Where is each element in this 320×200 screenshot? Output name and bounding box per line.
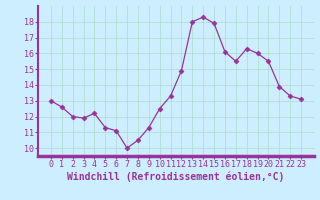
X-axis label: Windchill (Refroidissement éolien,°C): Windchill (Refroidissement éolien,°C) [67,172,285,182]
